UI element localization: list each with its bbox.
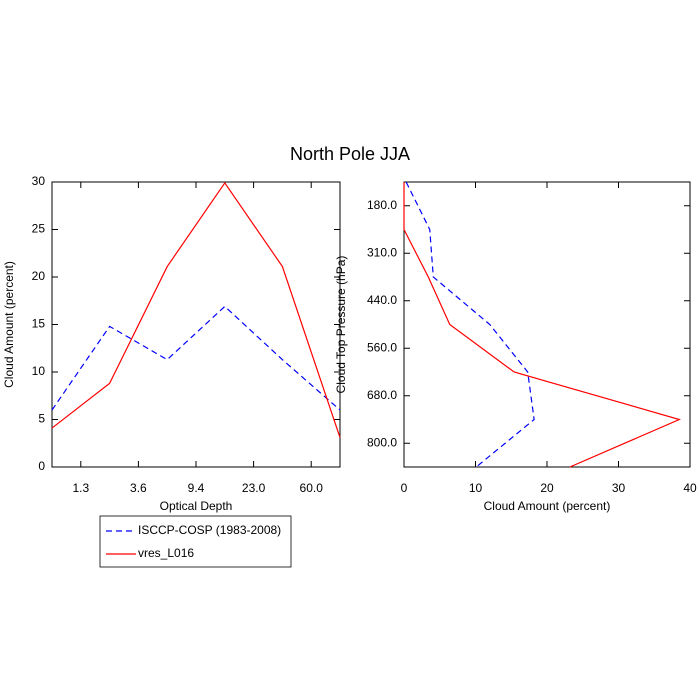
series-line [405,181,535,468]
legend-box [99,515,292,568]
x-tick-label: 0 [401,481,408,495]
y-tick-label: 560.0 [367,340,397,354]
x-tick-label: 3.6 [130,481,147,495]
y-tick-label: 310.0 [367,245,397,259]
y-tick-label: 25 [32,222,46,236]
y-tick-label: 440.0 [367,293,397,307]
chart-title: North Pole JJA [290,144,410,164]
y-tick-label: 30 [32,174,46,188]
series-line [51,181,341,438]
x-tick-label: 40 [683,481,697,495]
legend-label: ISCCP-COSP (1983-2008) [138,523,281,537]
x-tick-label: 30 [612,481,626,495]
y-tick-label: 800.0 [367,435,397,449]
x-tick-label: 60.0 [300,481,324,495]
x-tick-label: 20 [540,481,554,495]
x-tick-label: 1.3 [72,481,89,495]
x-tick-label: 9.4 [188,481,205,495]
y-tick-label: 10 [32,364,46,378]
legend-label: vres_L016 [138,546,194,560]
y-axis-title: Cloud Top Pressure (hPa) [334,256,348,394]
y-tick-label: 5 [38,412,45,426]
x-tick-label: 10 [469,481,483,495]
y-tick-label: 680.0 [367,388,397,402]
x-axis-title: Cloud Amount (percent) [484,499,611,513]
plot-frame [403,181,691,468]
series-line [403,182,682,468]
y-tick-label: 0 [38,459,45,473]
series-line [51,305,341,411]
x-tick-label: 23.0 [242,481,266,495]
y-tick-label: 15 [32,317,46,331]
y-tick-label: 20 [32,269,46,283]
y-tick-label: 180.0 [367,198,397,212]
x-axis-title: Optical Depth [160,499,233,513]
y-axis-title: Cloud Amount (percent) [2,261,16,388]
